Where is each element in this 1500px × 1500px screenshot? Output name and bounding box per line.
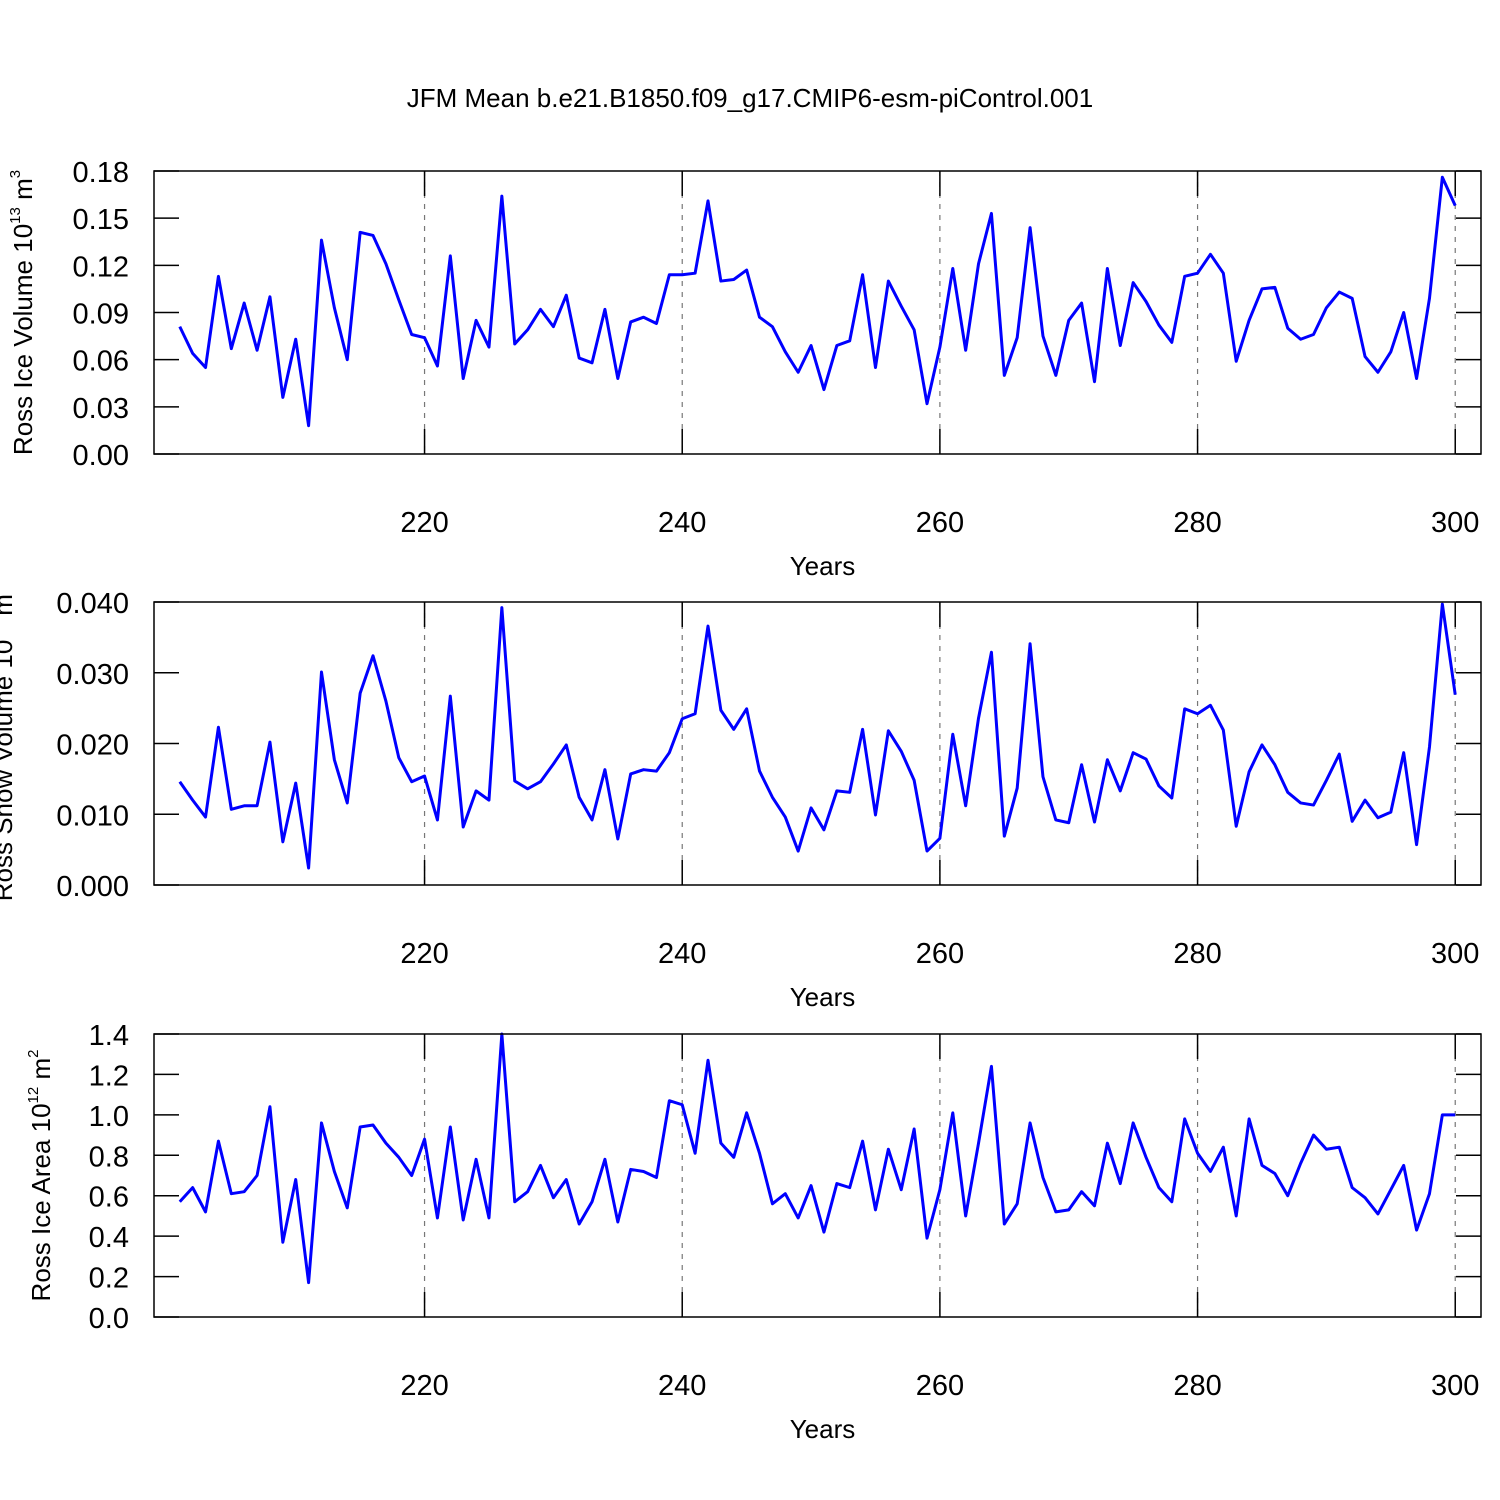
y-label-unit-exp: 3 <box>0 586 4 594</box>
plot-frame <box>153 170 1482 455</box>
x-axis-label: Years <box>790 982 856 1012</box>
chart-title: JFM Mean b.e21.B1850.f09_g17.CMIP6-esm-p… <box>407 83 1093 113</box>
x-tick-label: 240 <box>658 1370 706 1402</box>
y-tick-label: 1.2 <box>89 1060 129 1092</box>
y-tick-label: 0.040 <box>56 588 129 620</box>
y-label-text: Ross Ice Volume 10 <box>8 224 38 455</box>
x-tick-label: 280 <box>1173 1370 1221 1402</box>
x-tick-label: 280 <box>1173 938 1221 970</box>
y-axis-label: Ross Ice Volume 1013 m3 <box>7 170 38 455</box>
x-tick-label: 220 <box>400 1370 448 1402</box>
y-tick-label: 0.8 <box>89 1141 129 1173</box>
y-tick-label: 0.0 <box>89 1303 129 1335</box>
y-tick-label: 1.4 <box>89 1020 129 1052</box>
y-tick-label: 0.06 <box>73 346 129 378</box>
y-tick-label: 0.09 <box>73 299 129 331</box>
y-tick-label: 1.0 <box>89 1101 129 1133</box>
y-tick-label: 0.6 <box>89 1182 129 1214</box>
y-tick-label: 0.4 <box>89 1222 129 1254</box>
x-tick-label: 240 <box>658 938 706 970</box>
x-tick-label: 220 <box>400 507 448 539</box>
y-tick-label: 0.00 <box>73 440 129 472</box>
plot-frame <box>153 1033 1482 1318</box>
y-label-text: Ross Snow Volume 10 <box>0 640 18 902</box>
x-tick-label: 300 <box>1431 507 1479 539</box>
y-label-exp: 13 <box>7 207 24 224</box>
y-tick-label: 0.12 <box>73 251 129 283</box>
data-line <box>178 1032 1456 1285</box>
y-tick-label: 0.18 <box>73 157 129 189</box>
y-label-exp: 12 <box>25 1087 42 1104</box>
y-label-exp: 13 <box>0 623 4 640</box>
data-line <box>178 175 1457 428</box>
y-tick-label: 0.030 <box>56 659 129 691</box>
plot-frame <box>153 601 1482 886</box>
y-label-unit-exp: 2 <box>25 1050 42 1058</box>
y-axis-label: Ross Ice Area 1012 m2 <box>25 1050 56 1302</box>
x-tick-label: 220 <box>400 938 448 970</box>
y-tick-label: 0.03 <box>73 393 129 425</box>
y-axis-label: Ross Snow Volume 1013 m3 <box>0 586 18 902</box>
x-tick-label: 240 <box>658 507 706 539</box>
x-tick-label: 260 <box>916 1370 964 1402</box>
x-tick-label: 300 <box>1431 1370 1479 1402</box>
y-tick-label: 0.010 <box>56 800 129 832</box>
y-label-unit-exp: 3 <box>7 170 24 178</box>
x-tick-label: 260 <box>916 938 964 970</box>
x-axis-label: Years <box>790 551 856 581</box>
y-label-unit: m <box>26 1058 56 1087</box>
x-axis-label: Years <box>790 1414 856 1444</box>
y-label-unit: m <box>0 594 18 623</box>
y-tick-label: 0.000 <box>56 871 129 903</box>
data-line <box>178 602 1457 870</box>
x-tick-label: 280 <box>1173 507 1221 539</box>
y-label-text: Ross Ice Area 10 <box>26 1103 56 1301</box>
y-tick-label: 0.2 <box>89 1263 129 1295</box>
y-label-unit: m <box>8 178 38 207</box>
y-tick-label: 0.020 <box>56 730 129 762</box>
y-tick-label: 0.15 <box>73 204 129 236</box>
x-tick-label: 300 <box>1431 938 1479 970</box>
x-tick-label: 260 <box>916 507 964 539</box>
